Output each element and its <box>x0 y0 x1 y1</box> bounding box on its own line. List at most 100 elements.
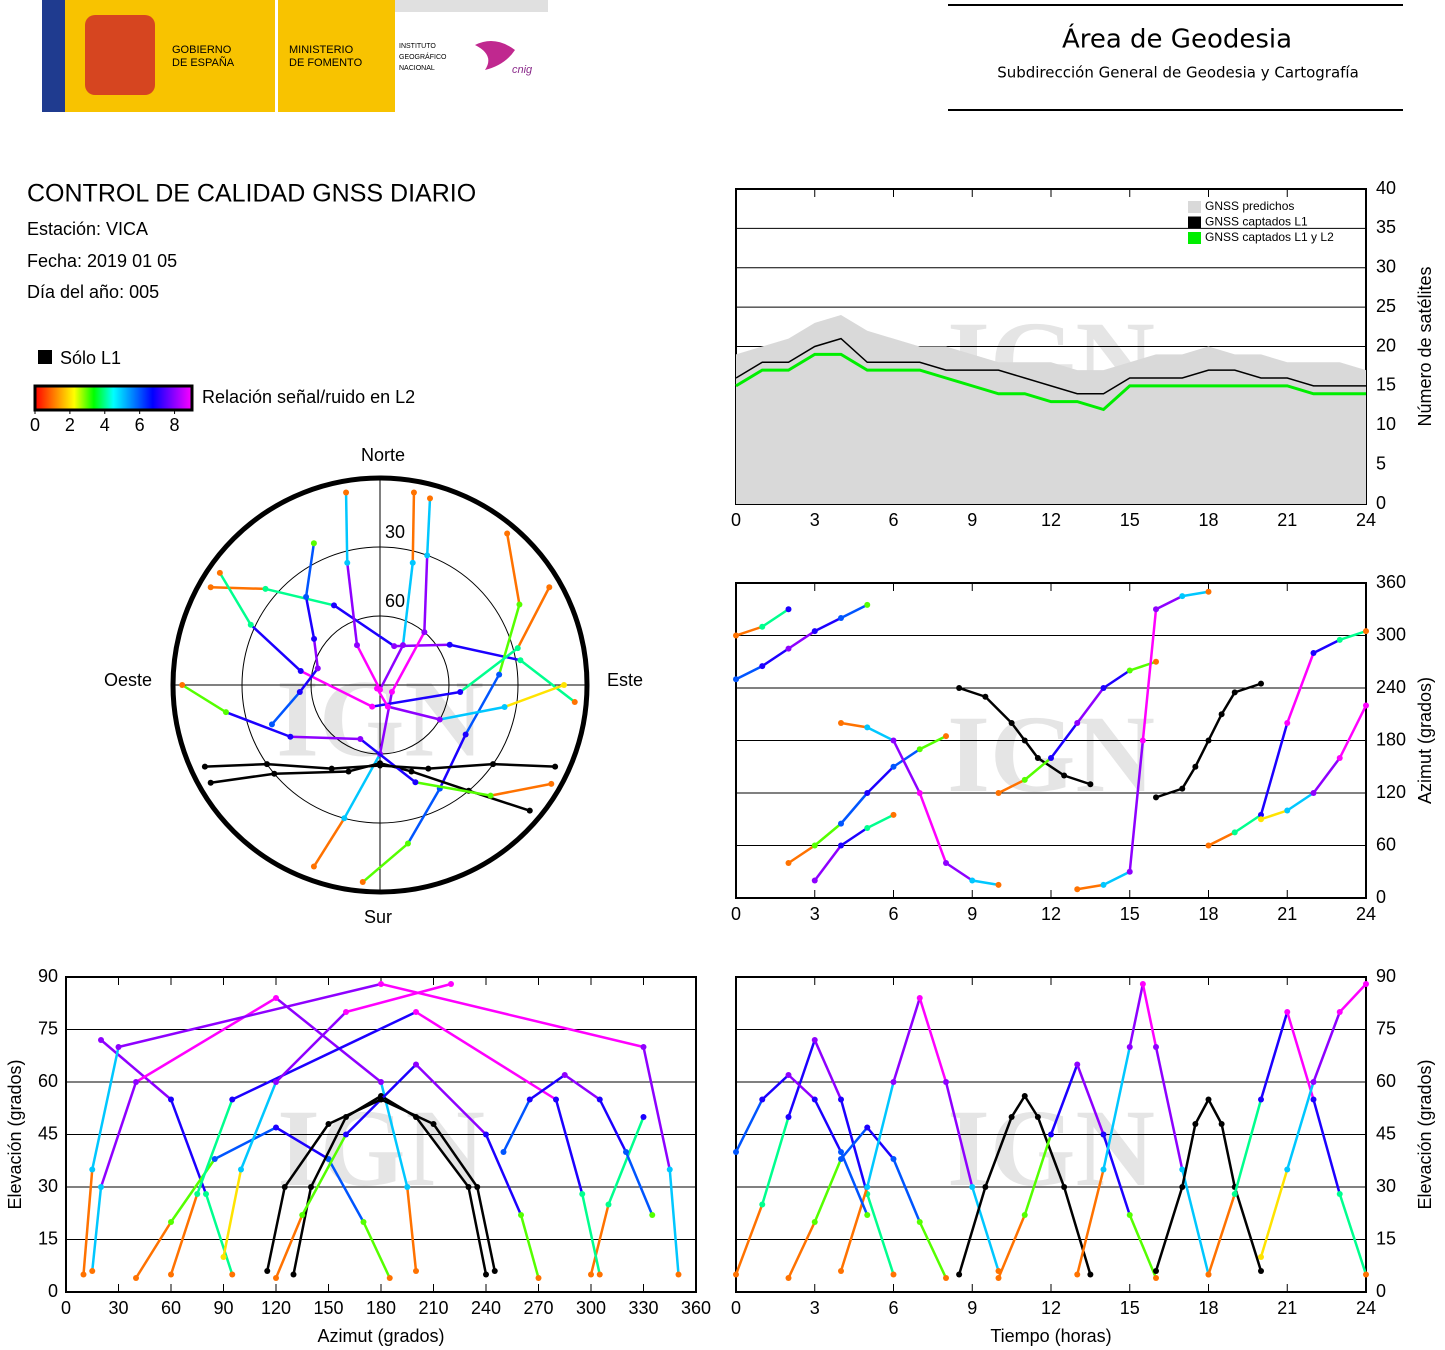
track-segment <box>275 997 382 1083</box>
track-point <box>496 671 503 678</box>
track-point <box>201 763 208 770</box>
track-segment <box>390 631 426 693</box>
x-tick-label: 330 <box>628 1298 658 1318</box>
track-point <box>273 995 279 1001</box>
track-point <box>916 790 923 796</box>
track-segment <box>449 643 521 662</box>
track-segment <box>787 1074 816 1101</box>
track-point <box>343 1131 349 1138</box>
track-point <box>1192 763 1199 770</box>
y-axis-label: Elevación (grados) <box>1415 1059 1435 1209</box>
track-segment <box>761 1074 790 1101</box>
track-point <box>504 530 511 537</box>
track-segment <box>1141 609 1158 741</box>
track-point <box>303 593 310 600</box>
track-point <box>733 632 739 639</box>
y-tick-label: 15 <box>1376 375 1396 395</box>
track-segment <box>100 1039 172 1101</box>
colorbar <box>33 384 194 412</box>
track-segment <box>355 644 382 691</box>
track-point <box>412 779 419 786</box>
direction-label: Norte <box>361 445 405 465</box>
track-segment <box>387 705 441 721</box>
track-point <box>943 1275 949 1281</box>
track-segment <box>331 764 381 770</box>
track-point <box>427 495 434 502</box>
report-title: CONTROL DE CALIDAD GNSS DIARIO <box>27 180 476 208</box>
track-segment <box>1036 1116 1066 1188</box>
x-tick-label: 3 <box>810 1298 820 1318</box>
track-point <box>1336 755 1343 761</box>
legend-label: GNSS predichos <box>1205 199 1294 213</box>
track-point <box>207 584 214 591</box>
track-point <box>410 489 417 496</box>
track-segment <box>467 1186 488 1275</box>
track-point <box>220 1254 227 1260</box>
track-segment <box>1194 1098 1210 1125</box>
track-point <box>314 665 321 672</box>
track-segment <box>1182 590 1209 598</box>
track-segment <box>1233 1099 1263 1195</box>
track-segment <box>118 982 382 1049</box>
track-segment <box>401 562 414 646</box>
track-segment <box>99 1081 138 1188</box>
track-point <box>1153 1275 1159 1281</box>
track-point <box>890 763 897 770</box>
track-point <box>299 1212 306 1218</box>
track-point <box>436 716 443 723</box>
track-point <box>649 1212 656 1218</box>
track-point <box>1048 755 1054 761</box>
track-point <box>1336 1009 1343 1015</box>
l1-only-swatch <box>38 350 52 364</box>
track-segment <box>1338 704 1368 759</box>
track-segment <box>813 844 842 882</box>
track-point <box>1034 1114 1041 1120</box>
track-segment <box>432 1123 479 1188</box>
colorbar-tick-label: 6 <box>135 415 145 435</box>
track-point <box>890 1079 897 1085</box>
track-point <box>1310 790 1317 796</box>
logo-text: INSTITUTO <box>399 43 436 50</box>
colorbar-label: Relación señal/ruido en L2 <box>202 387 415 407</box>
track-point <box>588 1271 594 1278</box>
track-segment <box>1194 739 1210 768</box>
track-segment <box>814 616 842 633</box>
track-point <box>943 860 949 866</box>
track-point <box>354 642 360 649</box>
track-segment <box>787 1221 816 1279</box>
track-point <box>1284 807 1291 814</box>
logo-bar <box>395 0 548 12</box>
track-segment <box>958 686 986 698</box>
logo-text: DE ESPAÑA <box>172 56 235 69</box>
track-segment <box>204 1193 234 1275</box>
track-point <box>1179 1166 1186 1173</box>
track-point <box>526 1096 533 1103</box>
y-tick-label: 90 <box>38 966 58 986</box>
track-segment <box>1260 809 1288 821</box>
track-point <box>238 1166 244 1173</box>
track-segment <box>564 1073 601 1101</box>
track-segment <box>1141 983 1158 1048</box>
track-point <box>1205 737 1212 744</box>
track-segment <box>787 844 816 865</box>
y-tick-label: 60 <box>1376 1071 1396 1091</box>
track-segment <box>181 683 227 714</box>
ring-label: 60 <box>385 591 405 611</box>
track-point <box>526 807 533 814</box>
track-segment <box>1207 1098 1223 1125</box>
x-tick-label: 6 <box>888 904 898 924</box>
track-point <box>1153 1044 1159 1050</box>
track-segment <box>1154 1046 1184 1170</box>
track-segment <box>1154 1186 1184 1272</box>
track-segment <box>734 1204 764 1275</box>
track-segment <box>309 1116 348 1188</box>
track-segment <box>134 1221 173 1279</box>
track-segment <box>761 1116 790 1205</box>
track-point <box>1363 981 1369 987</box>
track-segment <box>1076 687 1105 724</box>
track-segment <box>1129 660 1157 672</box>
y-tick-label: 0 <box>1376 493 1386 513</box>
track-point <box>421 629 428 636</box>
track-point <box>1363 1271 1369 1278</box>
